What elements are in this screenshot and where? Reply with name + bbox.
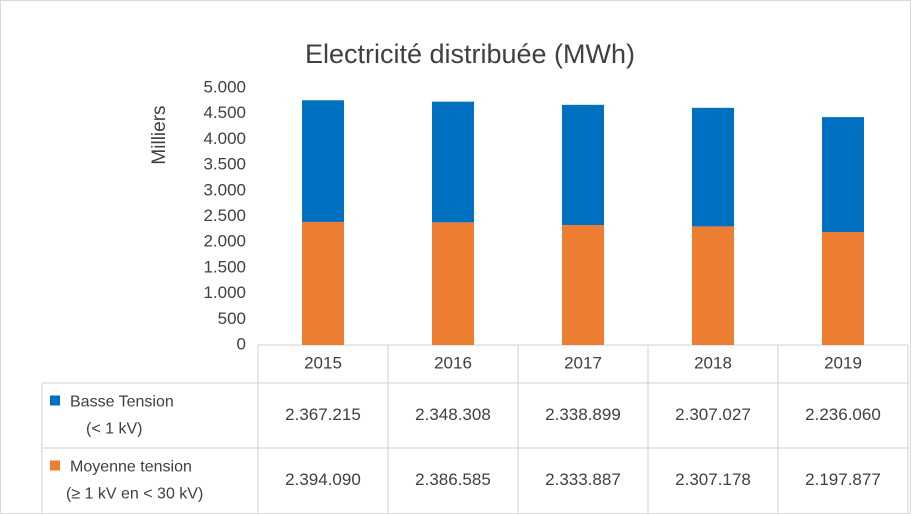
y-tick-label: 3.000 — [203, 180, 246, 199]
bar-segment — [302, 100, 344, 222]
y-tick-label: 1.500 — [203, 257, 246, 276]
legend-label: Moyenne tension (≥ 1 kV en < 30 kV) — [66, 459, 203, 503]
table-value: 2.348.308 — [415, 405, 491, 424]
y-tick-label: 0 — [237, 334, 246, 353]
x-tick-label: 2017 — [564, 353, 602, 372]
table-value: 2.333.887 — [545, 470, 621, 489]
y-tick-label: 2.500 — [203, 206, 246, 225]
table-value: 2.338.899 — [545, 405, 621, 424]
x-tick-label: 2019 — [824, 353, 862, 372]
bar-segment — [432, 101, 474, 223]
table-value: 2.236.060 — [805, 405, 881, 424]
bar-segment — [302, 221, 344, 345]
table-value: 2.367.215 — [285, 405, 361, 424]
y-tick-label: 4.000 — [203, 129, 246, 148]
y-tick-label: 4.500 — [203, 103, 246, 122]
bar-segment — [562, 225, 604, 345]
bar-segment — [822, 117, 864, 233]
bar-segment — [692, 226, 734, 345]
y-tick-label: 5.000 — [203, 77, 246, 96]
y-tick-label: 1.000 — [203, 283, 246, 302]
table-value: 2.307.027 — [675, 405, 751, 424]
legend-swatch — [50, 395, 60, 406]
bar-segment — [432, 222, 474, 345]
table-value: 2.307.178 — [675, 470, 751, 489]
legend-label: Basse Tension (< 1 kV) — [70, 394, 174, 438]
legend-swatch — [50, 460, 60, 471]
chart-title: Electricité distribuée (MWh) — [305, 39, 635, 69]
bar-segment — [692, 107, 734, 227]
table-value: 2.197.877 — [805, 470, 881, 489]
x-tick-label: 2018 — [694, 353, 732, 372]
table-value: 2.386.585 — [415, 470, 491, 489]
bar-segment — [562, 104, 604, 226]
x-tick-label: 2016 — [434, 353, 472, 372]
table-value: 2.394.090 — [285, 470, 361, 489]
y-axis-label: Milliers — [149, 105, 170, 164]
y-tick-label: 500 — [218, 309, 246, 328]
y-tick-label: 2.000 — [203, 232, 246, 251]
x-tick-label: 2015 — [304, 353, 342, 372]
y-tick-label: 3.500 — [203, 155, 246, 174]
bar-segment — [822, 232, 864, 345]
